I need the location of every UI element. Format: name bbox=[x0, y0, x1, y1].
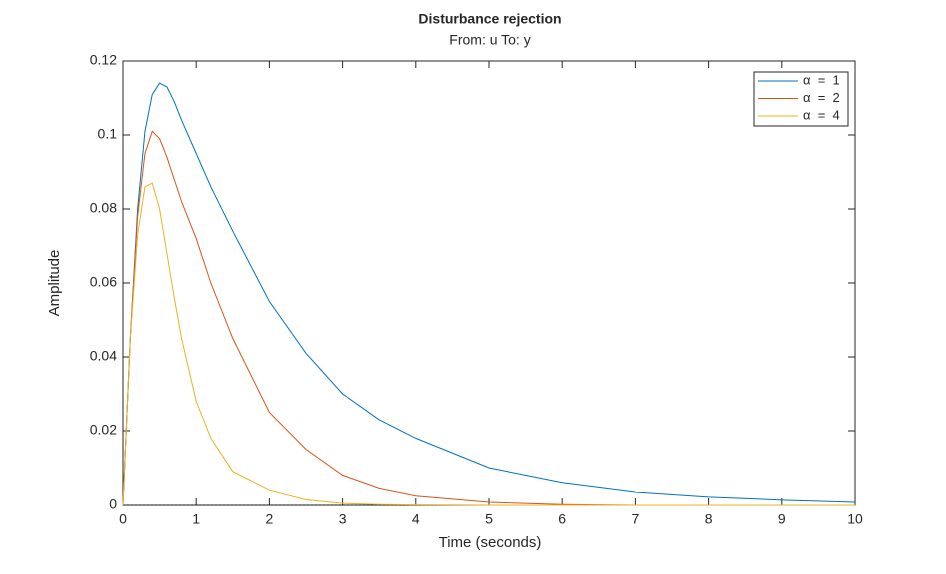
x-tick-label: 2 bbox=[266, 511, 274, 527]
y-tick-label: 0.02 bbox=[90, 422, 117, 438]
x-tick-label: 4 bbox=[412, 511, 420, 527]
series-line bbox=[122, 182, 855, 506]
x-tick-label: 0 bbox=[119, 511, 127, 527]
x-tick-label: 7 bbox=[632, 511, 640, 527]
y-tick-label: 0.08 bbox=[90, 200, 117, 216]
chart-title: Disturbance rejection bbox=[418, 11, 561, 27]
y-tick-label: 0.12 bbox=[90, 52, 117, 68]
series-line bbox=[122, 82, 856, 506]
x-tick-label: 1 bbox=[192, 511, 200, 527]
x-tick-label: 5 bbox=[485, 511, 493, 527]
legend-label: α = 2 bbox=[803, 90, 840, 105]
legend-label: α = 4 bbox=[803, 107, 840, 122]
x-tick-label: 3 bbox=[339, 511, 347, 527]
x-tick-label: 10 bbox=[847, 511, 863, 527]
x-tick-label: 8 bbox=[705, 511, 713, 527]
x-tick-label: 6 bbox=[558, 511, 566, 527]
y-tick-label: 0.06 bbox=[90, 274, 117, 290]
y-tick-label: 0 bbox=[109, 496, 117, 512]
plot-area bbox=[122, 60, 856, 506]
y-tick-label: 0.04 bbox=[90, 348, 117, 364]
x-axis-label: Time (seconds) bbox=[439, 534, 542, 551]
x-tick-label: 9 bbox=[778, 511, 786, 527]
chart-subtitle: From: u To: y bbox=[449, 32, 530, 48]
y-axis-label: Amplitude bbox=[46, 250, 63, 317]
legend-label: α = 1 bbox=[803, 72, 840, 87]
y-tick-label: 0.1 bbox=[98, 126, 118, 142]
